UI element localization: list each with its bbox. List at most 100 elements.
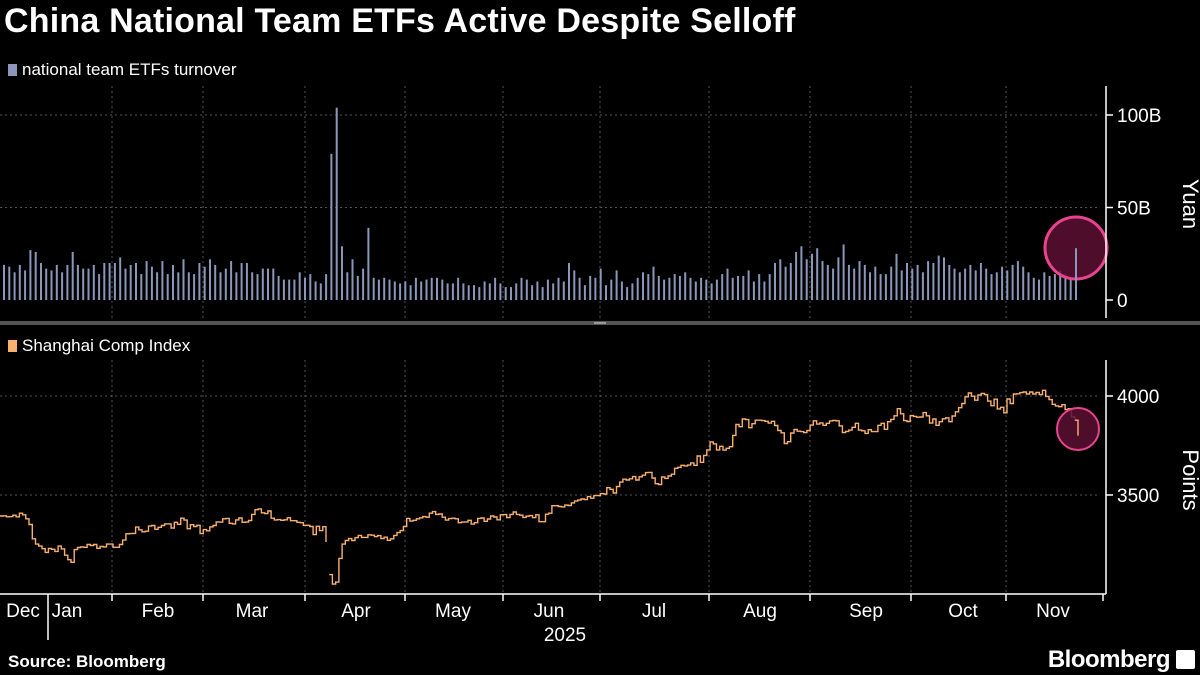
turnover-bar — [388, 279, 391, 300]
turnover-bar — [610, 279, 613, 300]
y-axis-label-index: Points — [1178, 449, 1200, 510]
legend-label-turnover: national team ETFs turnover — [22, 60, 237, 79]
turnover-bar — [832, 268, 835, 301]
turnover-bar — [826, 264, 829, 300]
turnover-bar — [457, 277, 460, 300]
turnover-bar — [510, 287, 512, 301]
turnover-bar — [224, 268, 227, 301]
turnover-bar — [763, 281, 766, 300]
turnover-bar — [953, 268, 956, 301]
turnover-bar — [298, 272, 301, 301]
turnover-bar — [87, 268, 90, 301]
turnover-bar — [731, 277, 734, 300]
x-tick-label: Feb — [142, 601, 175, 622]
turnover-bar — [721, 274, 724, 300]
legend-swatch-turnover — [8, 64, 17, 76]
turnover-bar — [620, 281, 623, 300]
turnover-bar — [209, 259, 211, 300]
turnover-bar — [319, 283, 322, 301]
brand-logo: Bloomberg — [1047, 646, 1171, 673]
turnover-bar — [694, 281, 697, 300]
turnover-bar — [92, 264, 95, 300]
turnover-bar — [71, 251, 74, 300]
turnover-bar — [341, 246, 343, 300]
turnover-bar — [689, 277, 692, 300]
turnover-bar — [404, 281, 407, 300]
turnover-bar — [240, 263, 243, 300]
turnover-bar — [473, 285, 475, 300]
turnover-bar — [483, 281, 486, 300]
turnover-bar — [726, 268, 729, 301]
turnover-bar — [964, 268, 967, 301]
turnover-bar — [113, 263, 116, 300]
turnover-bar — [890, 266, 893, 300]
turnover-bar — [536, 281, 539, 300]
turnover-bar — [684, 272, 687, 301]
turnover-bar — [1027, 272, 1030, 301]
turnover-bar — [425, 279, 428, 300]
turnover-bar — [356, 275, 359, 300]
turnover-bar — [847, 264, 850, 300]
turnover-bar — [937, 255, 940, 300]
turnover-bar-last — [1075, 248, 1077, 300]
turnover-bar — [678, 275, 681, 300]
turnover-bar — [921, 272, 924, 301]
y-tick-label-turnover: 0 — [1117, 291, 1128, 312]
turnover-bar — [430, 277, 433, 300]
legend-swatch-index — [8, 340, 17, 352]
turnover-bar — [76, 264, 79, 300]
turnover-bar — [979, 263, 982, 300]
turnover-bar — [24, 270, 27, 300]
turnover-bar — [525, 279, 528, 300]
turnover-bar — [863, 264, 866, 300]
turnover-bar — [647, 274, 650, 300]
turnover-bar — [663, 279, 666, 300]
turnover-bar — [605, 285, 607, 300]
turnover-bar — [943, 257, 945, 300]
turnover-bar — [710, 283, 713, 301]
turnover-bar — [1069, 277, 1072, 300]
turnover-bar — [3, 264, 5, 300]
turnover-bar — [488, 283, 491, 301]
turnover-bar — [140, 274, 143, 300]
turnover-bar — [784, 266, 787, 300]
turnover-bar — [573, 270, 576, 300]
turnover-bar — [235, 272, 238, 301]
turnover-bar — [198, 263, 201, 300]
turnover-bar — [103, 263, 106, 300]
turnover-bar — [119, 257, 122, 300]
turnover-bar — [599, 268, 602, 301]
y-tick-label-turnover: 100B — [1117, 106, 1161, 127]
turnover-bar — [367, 227, 370, 300]
turnover-bar — [758, 274, 761, 300]
x-tick-label: Mar — [236, 601, 269, 622]
turnover-bar — [66, 264, 69, 300]
turnover-bar — [346, 272, 349, 301]
turnover-bar — [715, 279, 718, 300]
x-tick-label: Sep — [849, 601, 883, 622]
turnover-bar — [145, 261, 148, 300]
turnover-bar — [362, 268, 365, 301]
turnover-bar — [700, 277, 703, 300]
turnover-bar — [156, 272, 159, 301]
turnover-bar — [304, 277, 306, 300]
turnover-bar — [969, 264, 972, 300]
y-tick-label-turnover: 50B — [1117, 199, 1151, 220]
turnover-bar — [615, 270, 618, 300]
turnover-bar — [325, 274, 328, 300]
turnover-bar — [420, 281, 423, 300]
turnover-bar — [531, 285, 534, 300]
turnover-bar — [261, 268, 264, 301]
bloomberg-icon — [1176, 650, 1195, 669]
turnover-bar — [166, 274, 169, 300]
divider-handle-icon — [594, 322, 606, 324]
turnover-bar — [515, 283, 518, 301]
y-tick-label-index: 4000 — [1117, 387, 1159, 408]
turnover-bar — [50, 270, 53, 300]
turnover-bar — [351, 259, 354, 300]
turnover-bar — [29, 250, 32, 301]
turnover-bar — [747, 270, 750, 300]
turnover-bar — [177, 272, 180, 301]
turnover-bar — [546, 279, 549, 300]
turnover-bar — [879, 274, 882, 300]
